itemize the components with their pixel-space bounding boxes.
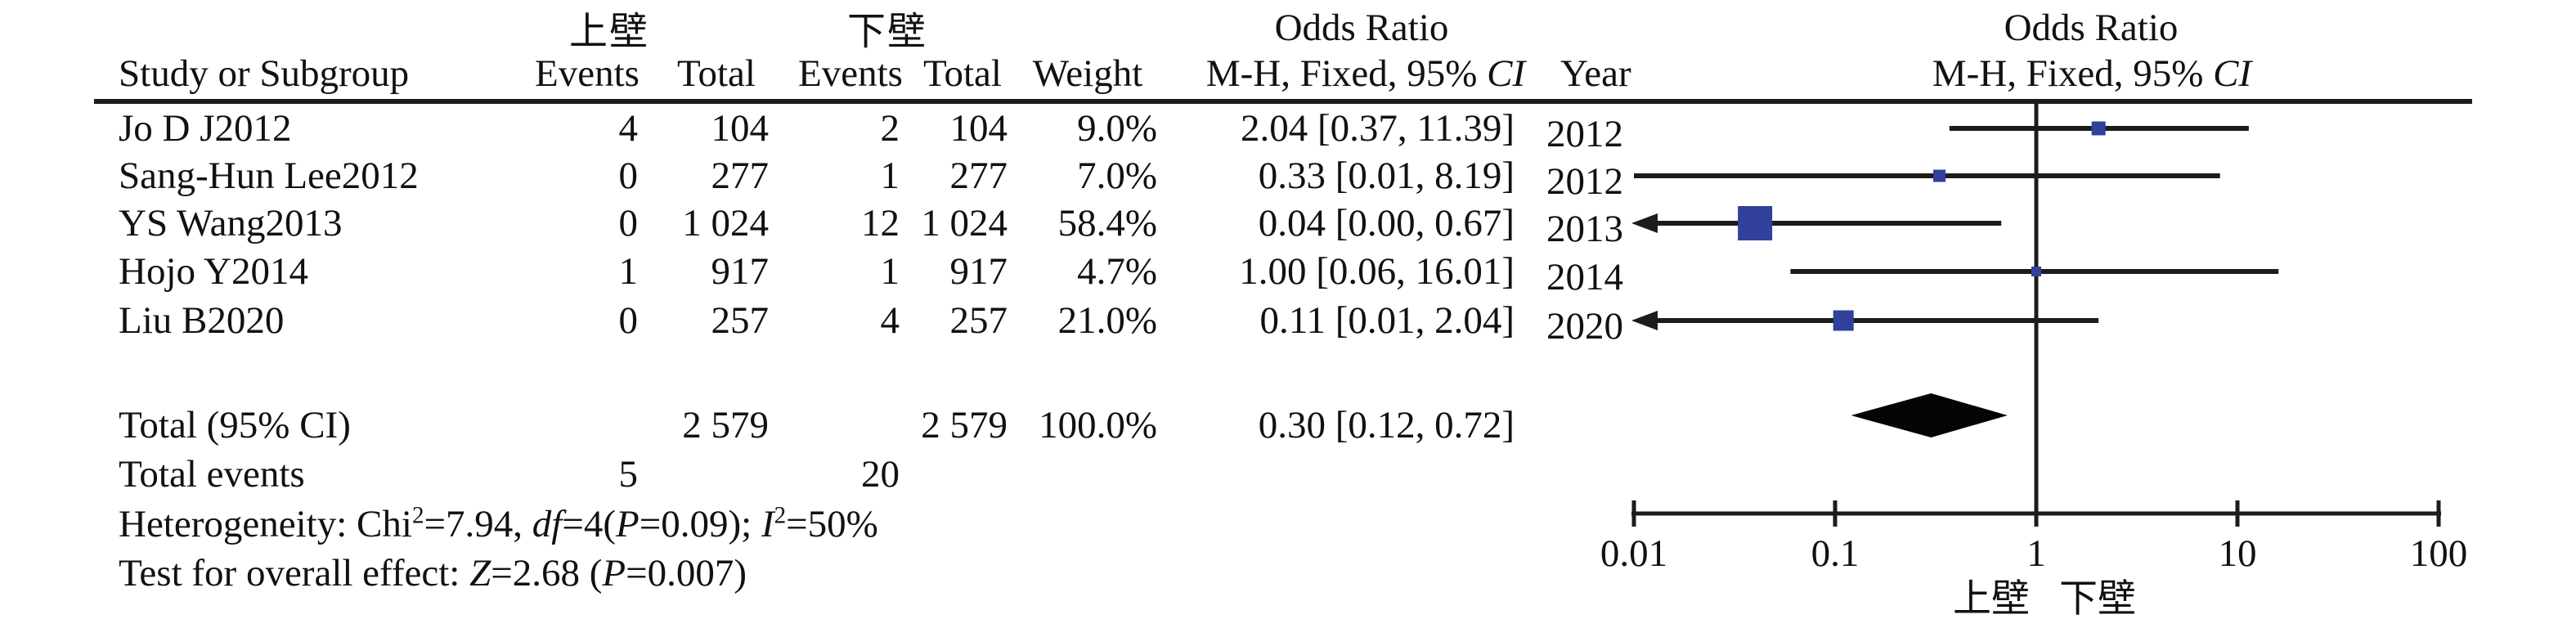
favours-right-label: 下壁: [2059, 578, 2136, 619]
total-a-column-header: Total: [677, 52, 756, 95]
axis-tick-label: 0.01: [1600, 532, 1667, 575]
effect-square: [2091, 121, 2106, 136]
heterogeneity-stat: Heterogeneity: Chi2=7.94, df=4(P=0.09); …: [119, 502, 878, 545]
favours-left-label: 上壁: [1953, 578, 2030, 619]
odds-ratio-ci-value: 0.11 [0.01, 2.04]: [1259, 299, 1515, 342]
total-upper-wall: 257: [711, 299, 770, 342]
axis-tick-label: 1: [2026, 532, 2046, 575]
weight-value: 7.0%: [1077, 155, 1157, 197]
effect-square: [1738, 206, 1773, 240]
year-value: 2020: [1546, 305, 1623, 348]
odds-ratio-ci-value: 0.04 [0.00, 0.67]: [1258, 202, 1515, 244]
effect-square: [1833, 310, 1854, 331]
weight-column-header: Weight: [1032, 52, 1143, 95]
pooled-effect-diamond: [1851, 393, 2008, 437]
events-upper-wall: 0: [618, 299, 639, 342]
overall-effect-stat: Test for overall effect: Z=2.68 (P=0.007…: [119, 552, 747, 594]
events-b-column-header: Events: [798, 52, 903, 95]
weight-value: 9.0%: [1077, 107, 1157, 150]
events-lower-wall: 1: [880, 250, 900, 293]
axis-tick-label: 10: [2219, 532, 2257, 575]
odds-ratio-header-plot: Odds Ratio: [2004, 7, 2179, 49]
total-lower-wall: 1 024: [921, 202, 1008, 244]
events-lower-wall: 4: [880, 299, 900, 342]
year-value: 2014: [1546, 256, 1623, 298]
total-lower-wall: 917: [949, 250, 1008, 293]
total-events-label: Total events: [119, 453, 305, 496]
total-odds-ratio-ci: 0.30 [0.12, 0.72]: [1258, 404, 1515, 446]
weight-value: 58.4%: [1057, 202, 1157, 244]
total-label: Total (95% CI): [119, 404, 351, 446]
year-value: 2012: [1546, 160, 1623, 203]
weight-value: 21.0%: [1057, 299, 1157, 342]
events-lower-wall: 1: [880, 155, 900, 197]
axis-tick-label: 0.1: [1811, 532, 1860, 575]
total-upper-wall: 2 579: [682, 404, 769, 446]
study-name: Sang-Hun Lee2012: [119, 155, 419, 197]
events-lower-wall: 12: [861, 202, 900, 244]
total-events-upper-wall: 5: [618, 453, 639, 496]
total-weight: 100.0%: [1039, 404, 1157, 446]
events-a-column-header: Events: [535, 52, 640, 95]
ci-arrow-left: [1631, 213, 1658, 233]
effect-square: [1933, 169, 1946, 182]
odds-ratio-ci-value: 0.33 [0.01, 8.19]: [1258, 155, 1515, 197]
group-header-upper-wall: 上壁: [569, 11, 649, 54]
odds-ratio-ci-value: 2.04 [0.37, 11.39]: [1240, 107, 1515, 150]
total-upper-wall: 1 024: [682, 202, 769, 244]
total-lower-wall: 104: [949, 107, 1008, 150]
total-upper-wall: 104: [711, 107, 770, 150]
study-name: Liu B2020: [119, 299, 285, 342]
odds-ratio-header-table: Odds Ratio: [1274, 7, 1449, 49]
year-column-header: Year: [1560, 52, 1631, 95]
weight-value: 4.7%: [1077, 250, 1157, 293]
study-column-header: Study or Subgroup: [119, 52, 410, 95]
events-upper-wall: 1: [618, 250, 639, 293]
study-name: Hojo Y2014: [119, 250, 308, 293]
total-lower-wall: 257: [949, 299, 1008, 342]
mh-fixed-ci-header-plot: M-H, Fixed, 95% CI: [1932, 52, 2252, 95]
ci-arrow-left: [1631, 311, 1658, 330]
total-lower-wall: 2 579: [921, 404, 1008, 446]
total-upper-wall: 277: [711, 155, 770, 197]
events-upper-wall: 0: [618, 202, 639, 244]
events-upper-wall: 0: [618, 155, 639, 197]
header-divider-line: [94, 99, 2472, 104]
total-b-column-header: Total: [923, 52, 1002, 95]
total-upper-wall: 917: [711, 250, 770, 293]
events-upper-wall: 4: [618, 107, 639, 150]
study-name: Jo D J2012: [119, 107, 292, 150]
effect-square: [2031, 267, 2041, 276]
total-lower-wall: 277: [949, 155, 1008, 197]
events-lower-wall: 2: [880, 107, 900, 150]
group-header-lower-wall: 下壁: [847, 11, 927, 54]
study-name: YS Wang2013: [119, 202, 343, 244]
odds-ratio-ci-value: 1.00 [0.06, 16.01]: [1239, 250, 1515, 293]
axis-tick-label: 100: [2410, 532, 2468, 575]
mh-fixed-ci-header-table: M-H, Fixed, 95% CI: [1205, 52, 1526, 95]
total-events-lower-wall: 20: [861, 453, 900, 496]
year-value: 2013: [1546, 208, 1623, 250]
year-value: 2012: [1546, 113, 1623, 155]
